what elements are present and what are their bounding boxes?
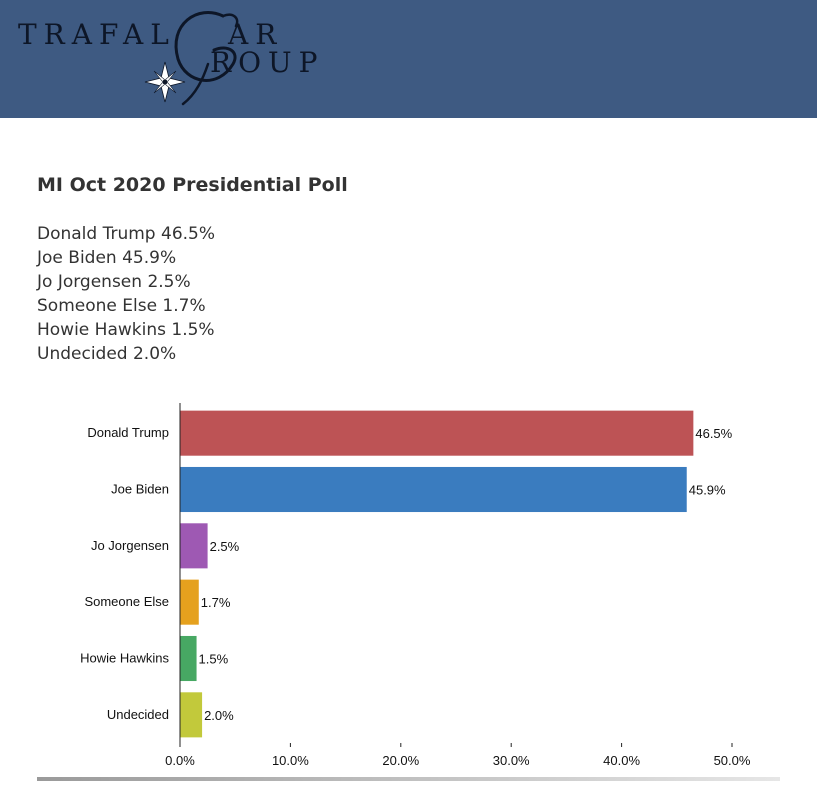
result-line-undecided: Undecided 2.0% bbox=[37, 344, 177, 364]
data-label: 1.7% bbox=[201, 595, 231, 610]
logo-text-roup: ROUP bbox=[210, 46, 325, 79]
data-label: 46.5% bbox=[695, 426, 732, 441]
x-tick-label: 30.0% bbox=[493, 753, 530, 768]
bar-jo-jorgensen bbox=[180, 523, 208, 569]
result-line-hawkins: Howie Hawkins 1.5% bbox=[37, 320, 215, 340]
data-label: 1.5% bbox=[199, 652, 229, 667]
bar-undecided bbox=[180, 692, 203, 738]
category-label: Joe Biden bbox=[111, 482, 169, 497]
bar-donald-trump bbox=[180, 410, 694, 456]
result-line-trump: Donald Trump 46.5% bbox=[37, 224, 216, 244]
category-label: Howie Hawkins bbox=[80, 651, 169, 666]
poll-bar-chart: Donald Trump 46.5% Joe Biden 45.9% Jo Jorgen… bbox=[80, 403, 751, 768]
x-tick-label: 0.0% bbox=[165, 753, 195, 768]
data-label: 45.9% bbox=[689, 483, 726, 498]
trafalgar-group-logo: TRAFAL AR ROUP bbox=[18, 4, 348, 114]
bar-someone-else bbox=[180, 579, 199, 625]
bottom-divider bbox=[37, 777, 780, 781]
bar-howie-hawkins bbox=[180, 635, 197, 682]
logo-text-trafal: TRAFAL bbox=[18, 18, 176, 51]
x-tick-label: 10.0% bbox=[272, 753, 309, 768]
compass-star-icon bbox=[144, 61, 186, 103]
data-label: 2.5% bbox=[210, 539, 240, 554]
x-tick-label: 20.0% bbox=[382, 753, 419, 768]
logo-script-g-mark bbox=[144, 11, 239, 106]
data-label: 2.0% bbox=[204, 708, 234, 723]
bar-joe-biden bbox=[180, 466, 687, 513]
x-tick-label: 40.0% bbox=[603, 753, 640, 768]
result-line-someone-else: Someone Else 1.7% bbox=[37, 296, 206, 316]
category-label: Someone Else bbox=[84, 594, 169, 609]
result-line-biden: Joe Biden 45.9% bbox=[37, 248, 177, 268]
result-line-jorgensen: Jo Jorgensen 2.5% bbox=[37, 272, 191, 292]
header-banner: TRAFAL AR ROUP bbox=[0, 0, 817, 118]
category-label: Donald Trump bbox=[87, 425, 169, 440]
category-label: Jo Jorgensen bbox=[91, 538, 169, 553]
category-label: Undecided bbox=[107, 707, 169, 722]
x-tick-label: 50.0% bbox=[714, 753, 751, 768]
poll-results-list: Donald Trump 46.5% Joe Biden 45.9% Jo Jo… bbox=[37, 222, 215, 366]
poll-title: MI Oct 2020 Presidential Poll bbox=[37, 174, 348, 196]
